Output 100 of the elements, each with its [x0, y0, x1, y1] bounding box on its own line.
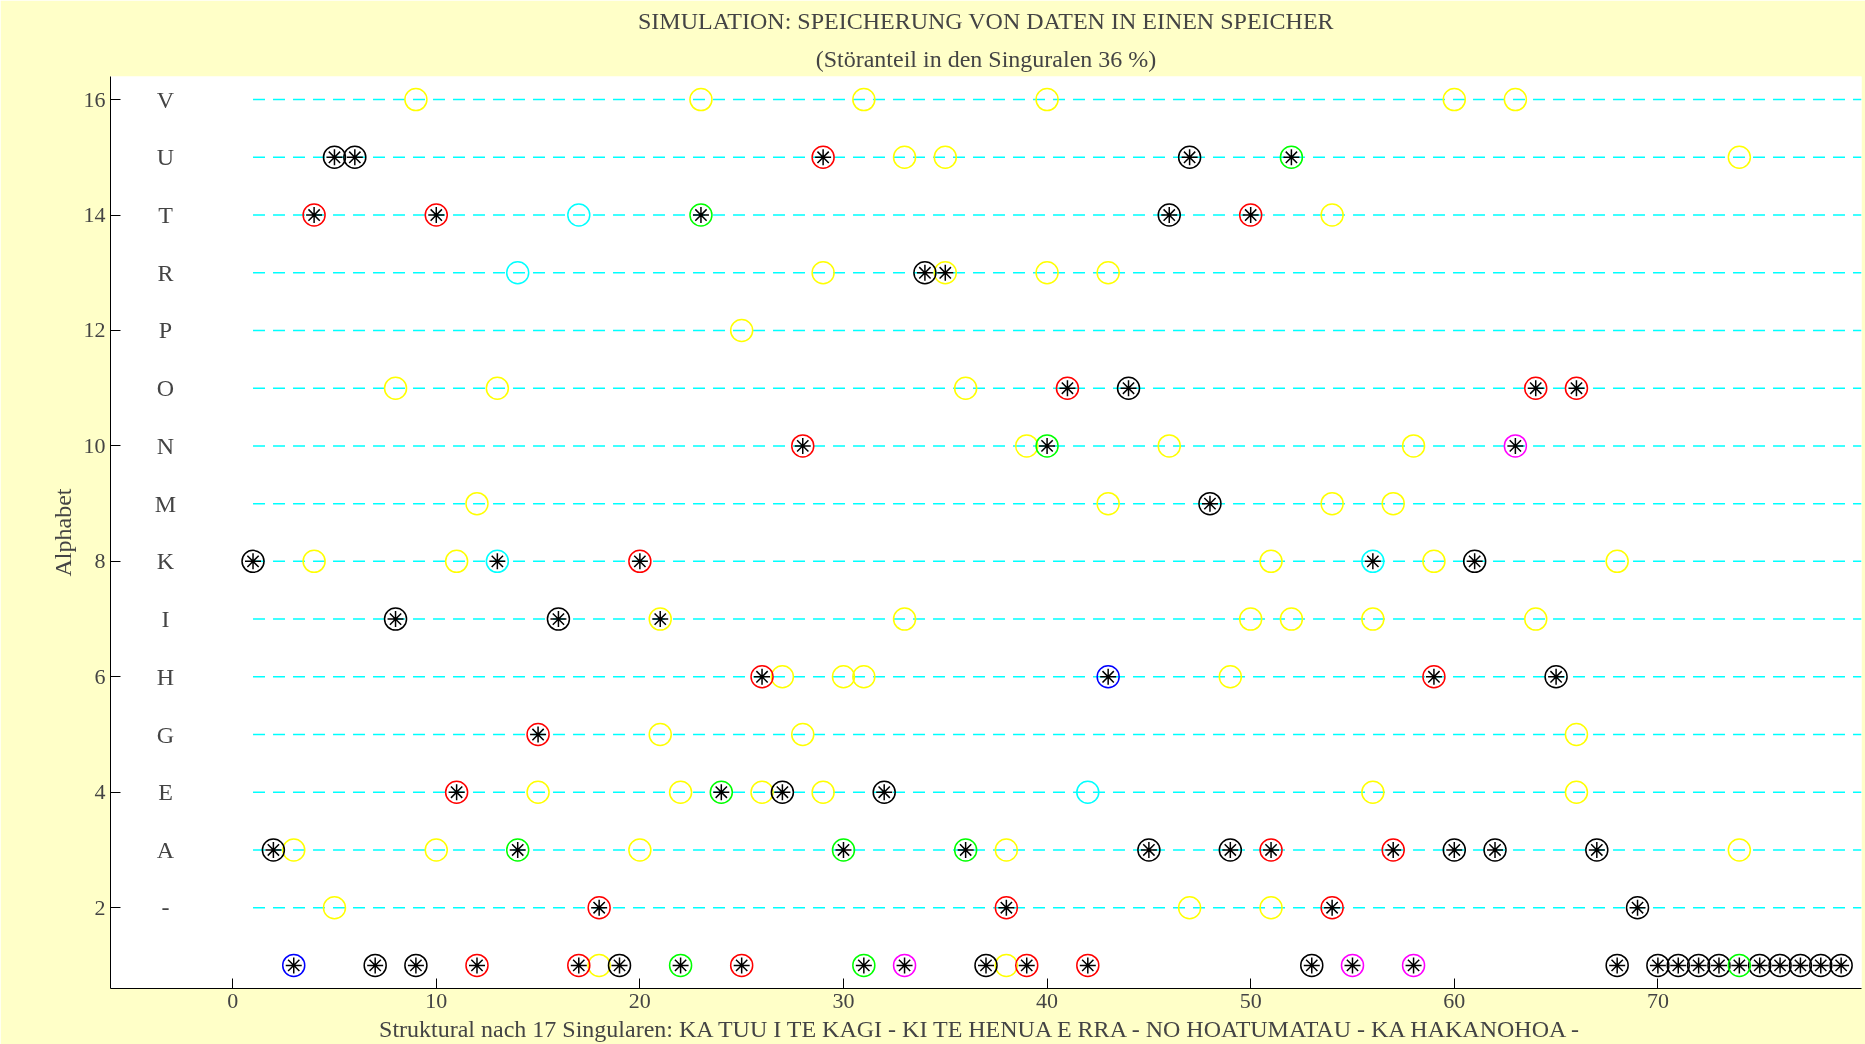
- point: [465, 491, 489, 516]
- point: [383, 607, 408, 631]
- point: [729, 318, 754, 343]
- point: [791, 722, 815, 747]
- chart-subtitle: (Störanteil in den Singuralen 36 %): [815, 45, 1157, 72]
- point: [648, 722, 672, 747]
- point: [913, 261, 937, 285]
- point: [1381, 491, 1405, 516]
- point: [485, 376, 510, 400]
- point: [668, 780, 693, 804]
- point: [1625, 895, 1650, 920]
- point: [1177, 145, 1202, 170]
- y-tick-label: 8: [94, 548, 106, 574]
- point: [444, 549, 469, 574]
- point: [1014, 434, 1039, 458]
- point: [1442, 87, 1467, 112]
- point: [811, 780, 835, 804]
- point: [241, 549, 265, 574]
- annotation: M: [154, 490, 177, 517]
- point: [1198, 491, 1222, 516]
- point: [1503, 87, 1528, 112]
- y-tick-label: 10: [83, 432, 106, 458]
- point: [1727, 838, 1752, 862]
- annotation: H: [156, 663, 175, 690]
- point: [892, 145, 917, 170]
- point: [811, 261, 835, 285]
- point: [1177, 895, 1202, 920]
- point: [1605, 549, 1629, 574]
- point: [994, 953, 1019, 978]
- x-axis-title: Struktural nach 17 Singularen: KA TUU I TE KAGI - KI TE HENUA E RRA - NO HOATUMATAU - KA HAKANOHOA -: [379, 1015, 1580, 1042]
- annotation: P: [158, 317, 173, 344]
- x-tick-label: 40: [1036, 987, 1059, 1013]
- point: [1218, 665, 1243, 689]
- annotation: A: [156, 836, 175, 863]
- point: [770, 665, 795, 689]
- y-tick-label: 14: [83, 202, 106, 228]
- point: [1483, 838, 1507, 862]
- point: [363, 953, 387, 978]
- point: [770, 780, 795, 804]
- point: [587, 953, 611, 978]
- point: [1788, 953, 1813, 978]
- point: [424, 203, 449, 227]
- point: [1076, 780, 1100, 804]
- y-tick-label: 4: [94, 779, 106, 805]
- chart-title: SIMULATION: SPEICHERUNG VON DATEN IN EINEN SPEICHER: [638, 7, 1334, 34]
- x-tick-label: 60: [1443, 987, 1466, 1013]
- y-tick-label: 12: [83, 317, 106, 343]
- annotation: V: [156, 86, 175, 113]
- point: [1747, 953, 1772, 978]
- point: [1259, 549, 1283, 574]
- point: [505, 261, 530, 285]
- annotation: T: [158, 202, 174, 229]
- point: [892, 607, 917, 631]
- point: [1462, 549, 1487, 574]
- point: [1259, 895, 1283, 920]
- point: [831, 665, 856, 689]
- point: [1768, 953, 1792, 978]
- annotation: R: [157, 259, 174, 286]
- point: [953, 376, 978, 400]
- point: [872, 780, 896, 804]
- y-tick-label: 6: [94, 663, 106, 689]
- point: [1096, 261, 1120, 285]
- y-tick-label: 2: [94, 894, 106, 920]
- point: [1035, 87, 1059, 112]
- point: [1096, 491, 1120, 516]
- point: [1137, 838, 1161, 862]
- annotation: U: [156, 144, 175, 171]
- annotation: K: [156, 548, 175, 575]
- x-tick-label: 10: [425, 987, 448, 1013]
- point: [424, 838, 449, 862]
- point: [1300, 953, 1324, 978]
- x-tick-label: 30: [832, 987, 855, 1013]
- point: [1401, 434, 1426, 458]
- point: [526, 780, 550, 804]
- annotation: E: [158, 779, 173, 806]
- point: [1035, 261, 1059, 285]
- point: [1646, 953, 1670, 978]
- point: [1707, 953, 1731, 978]
- point: [1727, 145, 1752, 170]
- point: [343, 145, 367, 170]
- y-axis-title: Alphabet: [49, 488, 76, 577]
- point: [1829, 953, 1853, 978]
- point: [302, 549, 326, 574]
- point: [1361, 607, 1385, 631]
- point: [852, 665, 876, 689]
- point: [404, 87, 428, 112]
- point: [1157, 434, 1181, 458]
- point: [281, 953, 306, 978]
- annotation: -: [161, 894, 170, 921]
- point: [404, 953, 428, 978]
- point: [1320, 491, 1344, 516]
- point: [852, 87, 876, 112]
- point: [546, 607, 571, 631]
- point: [1361, 780, 1385, 804]
- x-tick-label: 20: [628, 987, 651, 1013]
- point: [1523, 607, 1548, 631]
- point: [1279, 607, 1304, 631]
- point: [567, 203, 591, 227]
- point: [1605, 953, 1629, 978]
- point: [1320, 203, 1344, 227]
